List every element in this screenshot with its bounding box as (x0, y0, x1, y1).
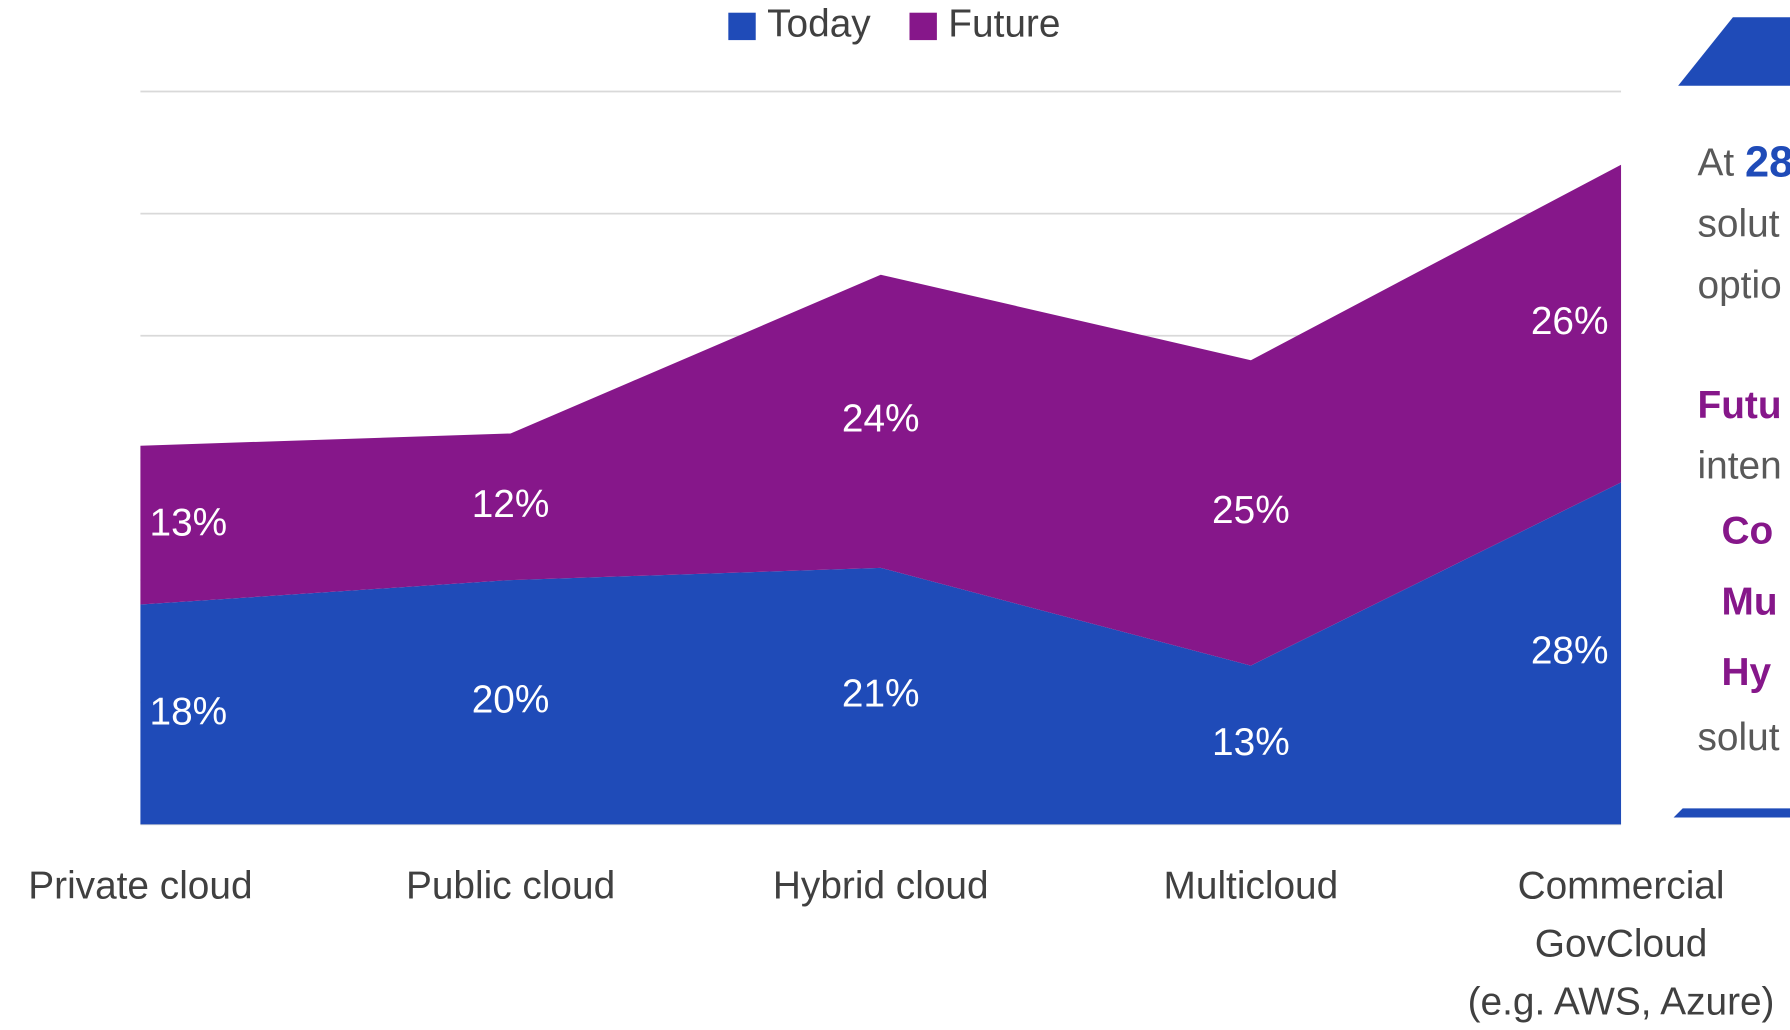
panel-item: Co (1722, 510, 1774, 553)
data-label: 20% (472, 678, 550, 721)
panel-text: inten (1698, 444, 1782, 487)
legend: Today Future (728, 3, 1060, 46)
panel-decoration (1673, 808, 1790, 818)
panel-item: Mu (1722, 580, 1778, 623)
data-label: 13% (150, 501, 228, 544)
area (140, 482, 1622, 825)
panel-text: At 28 (1698, 139, 1790, 187)
areas (140, 164, 1622, 825)
data-label: 28% (1531, 630, 1609, 673)
panel-text: At (1698, 142, 1735, 185)
panel-heading: Futu (1698, 384, 1782, 427)
labels: 18% 20% 21% 13% 28% 13% 12% 24% 25% 26% (150, 300, 1609, 764)
legend-swatch (728, 12, 756, 41)
x-tick-label: Private cloud (28, 865, 252, 908)
legend-swatch (909, 12, 937, 41)
x-tick-label: Hybrid cloud (773, 865, 989, 908)
x-tick-label: Multicloud (1164, 865, 1339, 908)
panel-text: solut (1698, 202, 1780, 245)
data-label: 18% (150, 691, 228, 734)
legend-label: Today (767, 3, 871, 46)
panel-text: optio (1698, 264, 1782, 307)
x-tick-label: Public cloud (406, 865, 615, 908)
area (140, 164, 1622, 666)
x-tick-label: Commercial GovCloud (e.g. AWS, Azure) (1468, 865, 1775, 1024)
panel-item: Hy (1722, 651, 1772, 694)
legend-label: Future (948, 3, 1060, 46)
data-label: 12% (472, 483, 550, 526)
data-label: 25% (1212, 489, 1290, 532)
panel-highlight: 28 (1745, 139, 1790, 187)
panel-decoration (1678, 17, 1790, 86)
data-label: 24% (842, 398, 920, 441)
data-label: 26% (1531, 300, 1609, 343)
data-label: 21% (842, 672, 920, 715)
data-label: 13% (1212, 721, 1290, 764)
panel-text: solut (1698, 716, 1780, 759)
